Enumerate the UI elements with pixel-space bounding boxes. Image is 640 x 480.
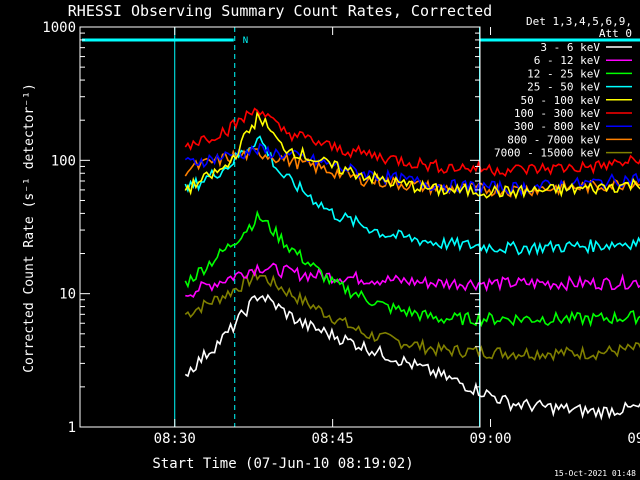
footer-timestamp: 15-Oct-2021 01:48 — [554, 469, 636, 478]
legend-label: 25 - 50 keV — [527, 81, 600, 94]
legend-header: Att 0 — [599, 27, 632, 40]
series-line-9 — [184, 268, 640, 362]
series-line-2 — [185, 262, 640, 298]
legend-label: 300 - 800 keV — [514, 120, 600, 133]
series-line-6 — [184, 107, 640, 178]
chart-title: RHESSI Observing Summary Count Rates, Co… — [68, 2, 492, 20]
series-line-3 — [184, 209, 640, 328]
legend-label: 3 - 6 keV — [540, 41, 600, 54]
x-axis-label: Start Time (07-Jun-10 08:19:02) — [152, 456, 413, 472]
y-tick-label: 100 — [51, 153, 76, 169]
y-tick-label: 1000 — [42, 20, 76, 36]
legend-label: 12 - 25 keV — [527, 67, 600, 80]
series-line-8 — [184, 147, 640, 198]
legend-label: 800 - 7000 keV — [507, 133, 600, 146]
legend-label: 100 - 300 keV — [514, 107, 600, 120]
x-tick-label: 09:15 — [627, 431, 640, 447]
series-line-5 — [184, 109, 640, 200]
legend-label: 50 - 100 keV — [521, 94, 601, 107]
series-line-4 — [184, 135, 640, 257]
y-axis-label: Corrected Count Rate (s⁻¹ detector⁻¹) — [22, 83, 37, 373]
y-tick-label: 1 — [68, 420, 76, 436]
y-tick-label: 10 — [59, 287, 76, 303]
x-tick-label: 08:30 — [154, 431, 196, 447]
x-tick-label: 08:45 — [312, 431, 354, 447]
legend-label: 6 - 12 keV — [534, 54, 601, 67]
legend-header: Det 1,3,4,5,6,9, — [526, 15, 632, 28]
x-tick-label: 09:00 — [469, 431, 511, 447]
series-line-1 — [184, 293, 640, 421]
legend-label: 7000 - 15000 keV — [494, 147, 600, 160]
attenuator-label: N — [243, 36, 248, 46]
plot-frame — [79, 26, 481, 428]
